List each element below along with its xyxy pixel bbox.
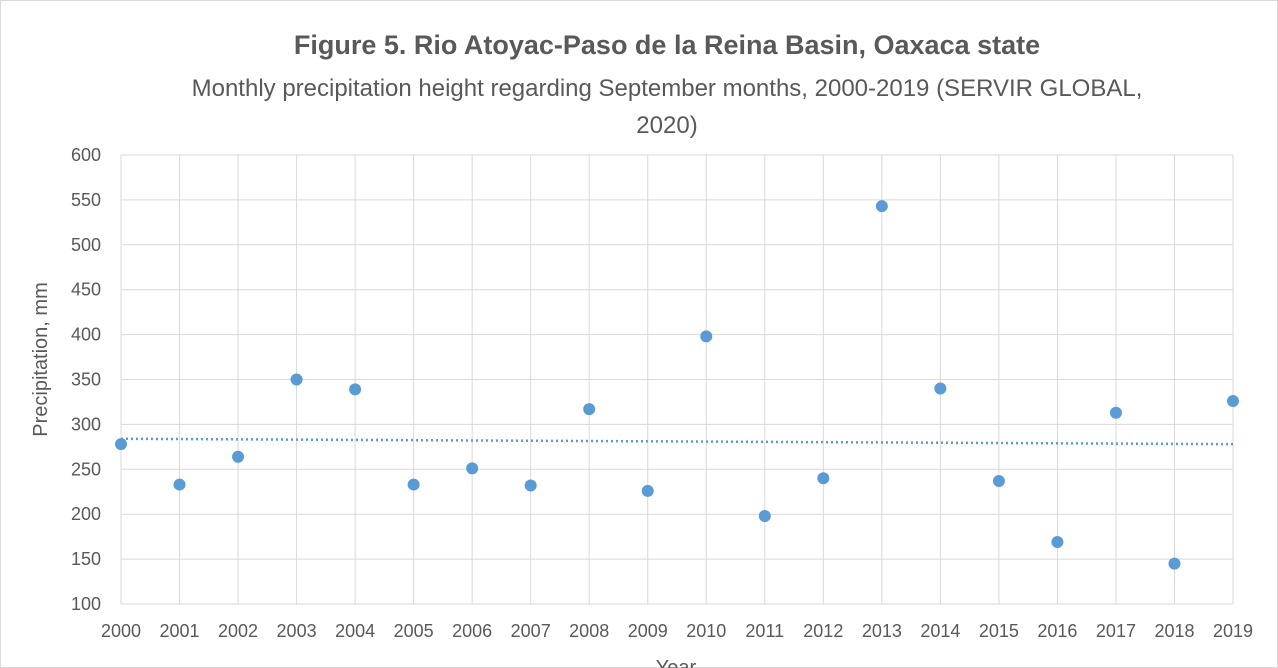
x-tick-label: 2010 xyxy=(686,621,726,641)
y-tick-label: 500 xyxy=(71,235,101,255)
data-point-2019 xyxy=(1227,395,1239,408)
data-point-2004 xyxy=(349,383,362,396)
y-tick-label: 350 xyxy=(71,370,101,390)
x-tick-label: 2008 xyxy=(569,621,609,641)
x-tick-label: 2004 xyxy=(335,621,375,641)
data-point-2001 xyxy=(173,478,186,491)
x-axis-ticks: 2000 2001 2002 2003 2004 2005 2006 2007 2008 2009… xyxy=(101,621,1253,641)
x-tick-label: 2000 xyxy=(101,621,141,641)
data-point-2006 xyxy=(466,462,479,475)
x-tick-label: 2009 xyxy=(628,621,668,641)
x-tick-label: 2002 xyxy=(218,621,258,641)
y-tick-label: 400 xyxy=(71,325,101,345)
y-tick-label: 450 xyxy=(71,280,101,300)
data-point-2009 xyxy=(641,484,654,497)
x-tick-label: 2007 xyxy=(511,621,551,641)
x-tick-label: 2013 xyxy=(862,621,902,641)
x-tick-label: 2012 xyxy=(803,621,843,641)
x-tick-label: 2018 xyxy=(1154,621,1194,641)
gridlines xyxy=(120,154,1234,605)
data-point-2008 xyxy=(583,403,596,416)
trendline xyxy=(120,437,1234,446)
y-tick-label: 150 xyxy=(71,549,101,569)
chart-title: Figure 5. Rio Atoyac-Paso de la Reina Ba… xyxy=(293,30,1041,60)
x-axis-title: Year xyxy=(656,657,697,668)
data-point-2005 xyxy=(407,478,420,491)
x-tick-label: 2016 xyxy=(1037,621,1077,641)
data-point-2014 xyxy=(934,382,947,395)
x-tick-label: 2006 xyxy=(452,621,492,641)
y-tick-label: 600 xyxy=(71,145,101,165)
y-axis-ticks: 100 150 200 250 300 350 400 450 500 550 600 xyxy=(71,145,101,614)
x-tick-label: 2003 xyxy=(277,621,317,641)
data-point-2000 xyxy=(115,438,127,451)
x-tick-label: 2015 xyxy=(979,621,1019,641)
y-tick-label: 250 xyxy=(71,459,101,479)
data-point-2015 xyxy=(992,474,1005,487)
y-tick-label: 200 xyxy=(71,504,101,524)
x-tick-label: 2005 xyxy=(394,621,434,641)
x-tick-label: 2011 xyxy=(745,621,784,641)
x-tick-label: 2001 xyxy=(160,621,200,641)
y-tick-label: 550 xyxy=(71,190,101,210)
data-point-2017 xyxy=(1109,406,1122,419)
y-tick-label: 100 xyxy=(71,594,101,614)
data-point-2012 xyxy=(817,472,830,485)
x-tick-label: 2014 xyxy=(920,621,960,641)
data-point-2010 xyxy=(700,330,713,343)
data-point-2013 xyxy=(875,200,888,213)
data-point-2016 xyxy=(1051,536,1064,549)
y-tick-label: 300 xyxy=(71,414,101,434)
data-point-2002 xyxy=(232,450,245,463)
chart-subtitle: Monthly precipitation height regarding S… xyxy=(191,75,1143,139)
data-point-2018 xyxy=(1168,557,1181,570)
data-point-2007 xyxy=(524,479,537,492)
x-tick-label: 2017 xyxy=(1096,621,1136,641)
x-tick-label: 2019 xyxy=(1213,621,1253,641)
data-points xyxy=(115,200,1239,570)
data-point-2011 xyxy=(758,509,771,522)
data-point-2003 xyxy=(290,373,303,386)
y-axis-title: Precipitation, mm xyxy=(30,282,52,437)
